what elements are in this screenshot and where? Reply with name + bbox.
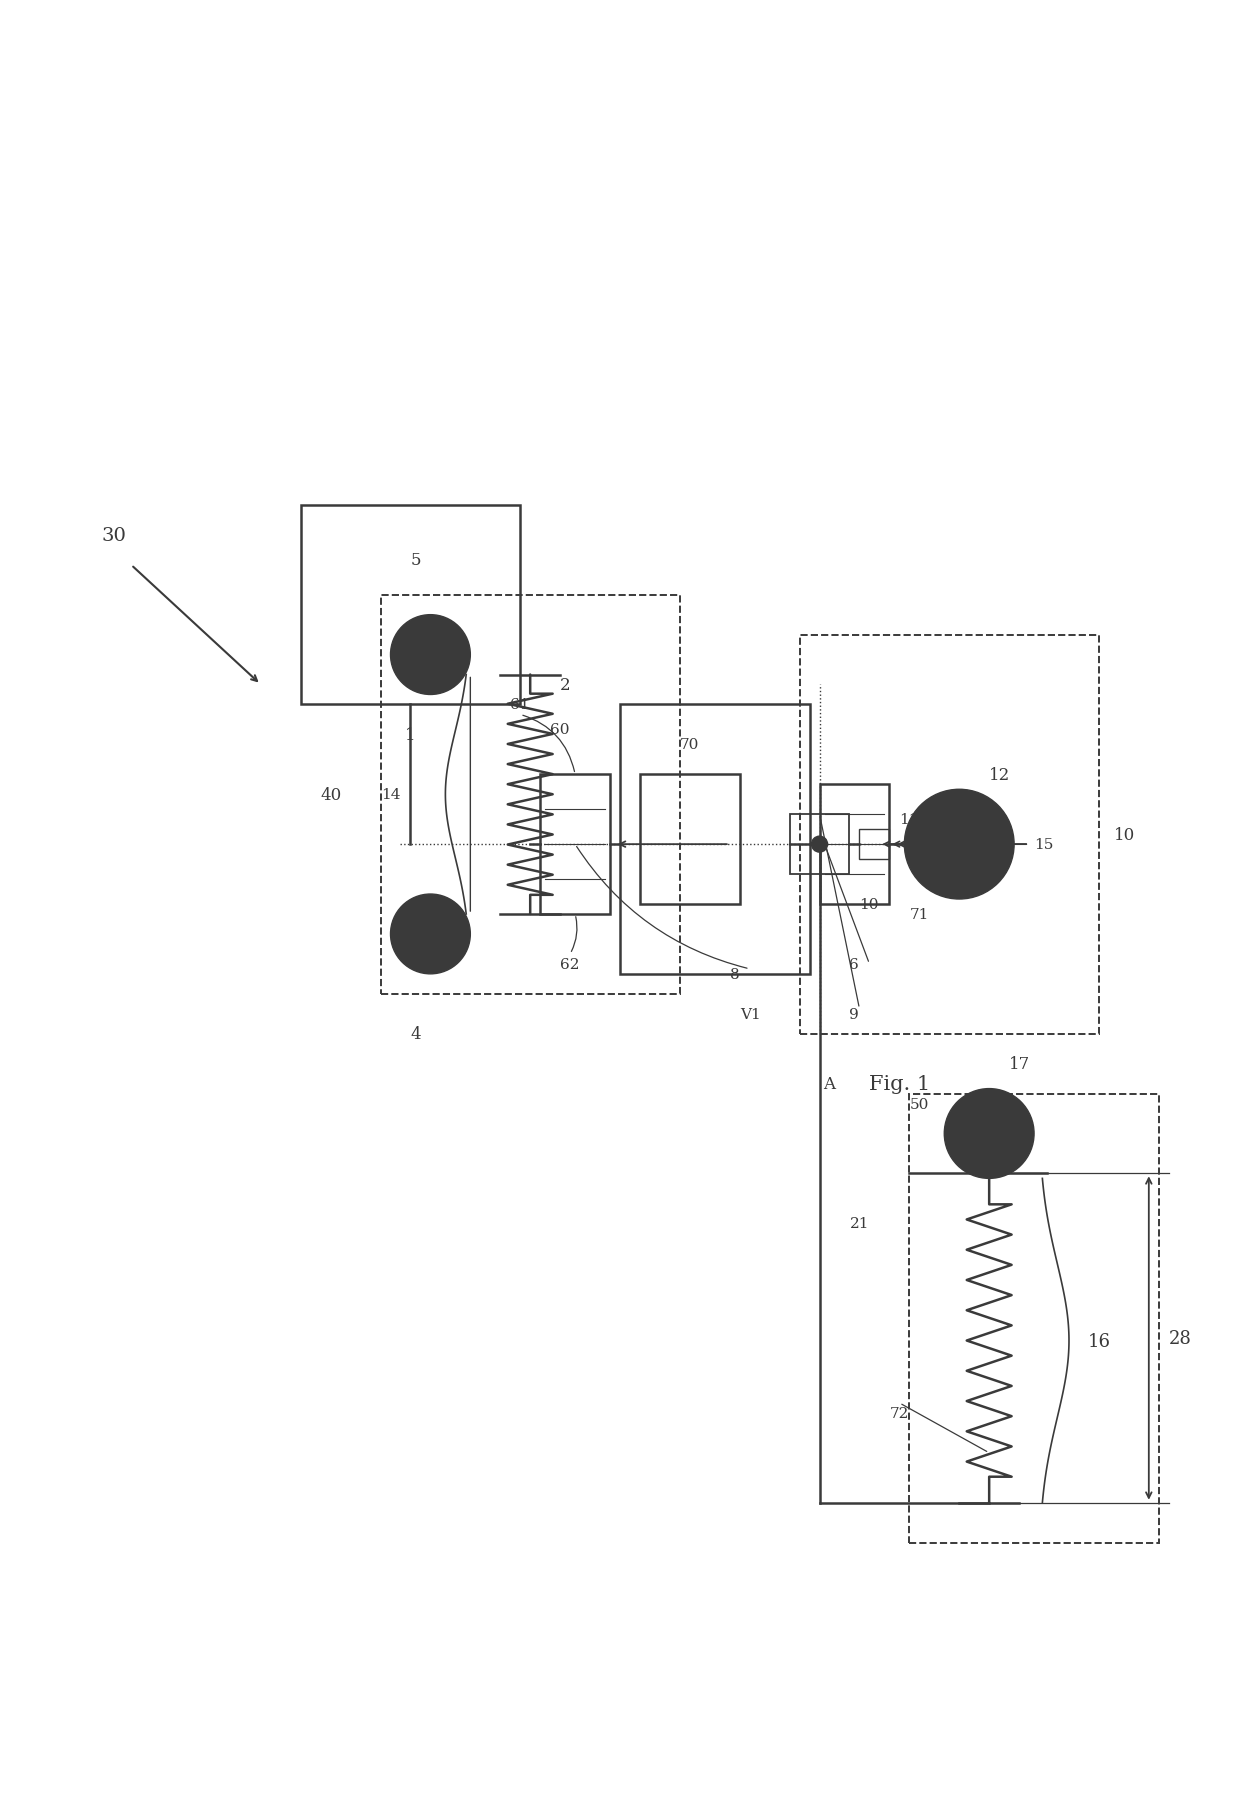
- Text: 61: 61: [510, 698, 529, 713]
- Text: A: A: [823, 1076, 836, 1092]
- Bar: [381, 595, 680, 994]
- Text: 28: 28: [1169, 1330, 1192, 1348]
- Text: 15: 15: [1034, 838, 1054, 851]
- Circle shape: [945, 1088, 1034, 1179]
- Text: Fig. 1: Fig. 1: [869, 1074, 931, 1094]
- Circle shape: [391, 894, 470, 974]
- Bar: [800, 635, 1099, 1034]
- Circle shape: [904, 789, 1014, 900]
- Text: 70: 70: [681, 738, 699, 753]
- Text: 1: 1: [405, 726, 415, 744]
- Text: 8: 8: [730, 967, 739, 981]
- Text: 50: 50: [909, 1097, 929, 1110]
- Text: 17: 17: [1009, 1056, 1030, 1072]
- Bar: [620, 706, 810, 974]
- Text: 62: 62: [560, 958, 580, 970]
- Text: 14: 14: [381, 787, 401, 802]
- Text: 4: 4: [410, 1025, 422, 1043]
- Text: 71: 71: [909, 907, 929, 922]
- Text: 16: 16: [1087, 1331, 1111, 1350]
- Text: 10: 10: [859, 898, 879, 911]
- Bar: [541, 775, 610, 914]
- Text: 5: 5: [410, 551, 420, 570]
- Text: 11: 11: [899, 813, 919, 827]
- Bar: [790, 814, 849, 874]
- Text: 2: 2: [560, 677, 570, 693]
- Text: V1: V1: [740, 1007, 760, 1021]
- Text: 72: 72: [889, 1406, 909, 1420]
- Text: 12: 12: [990, 766, 1011, 784]
- Bar: [301, 506, 521, 706]
- Circle shape: [391, 615, 470, 695]
- Text: 9: 9: [849, 1007, 859, 1021]
- Text: 30: 30: [102, 526, 126, 544]
- Circle shape: [811, 836, 827, 853]
- Text: 21: 21: [849, 1217, 869, 1230]
- Text: 40: 40: [320, 785, 341, 804]
- Text: 60: 60: [551, 724, 569, 736]
- Text: 10: 10: [1114, 825, 1135, 844]
- Bar: [909, 1094, 1159, 1542]
- Text: 6: 6: [849, 958, 859, 970]
- Bar: [820, 785, 889, 905]
- Bar: [640, 775, 740, 905]
- Bar: [859, 829, 889, 860]
